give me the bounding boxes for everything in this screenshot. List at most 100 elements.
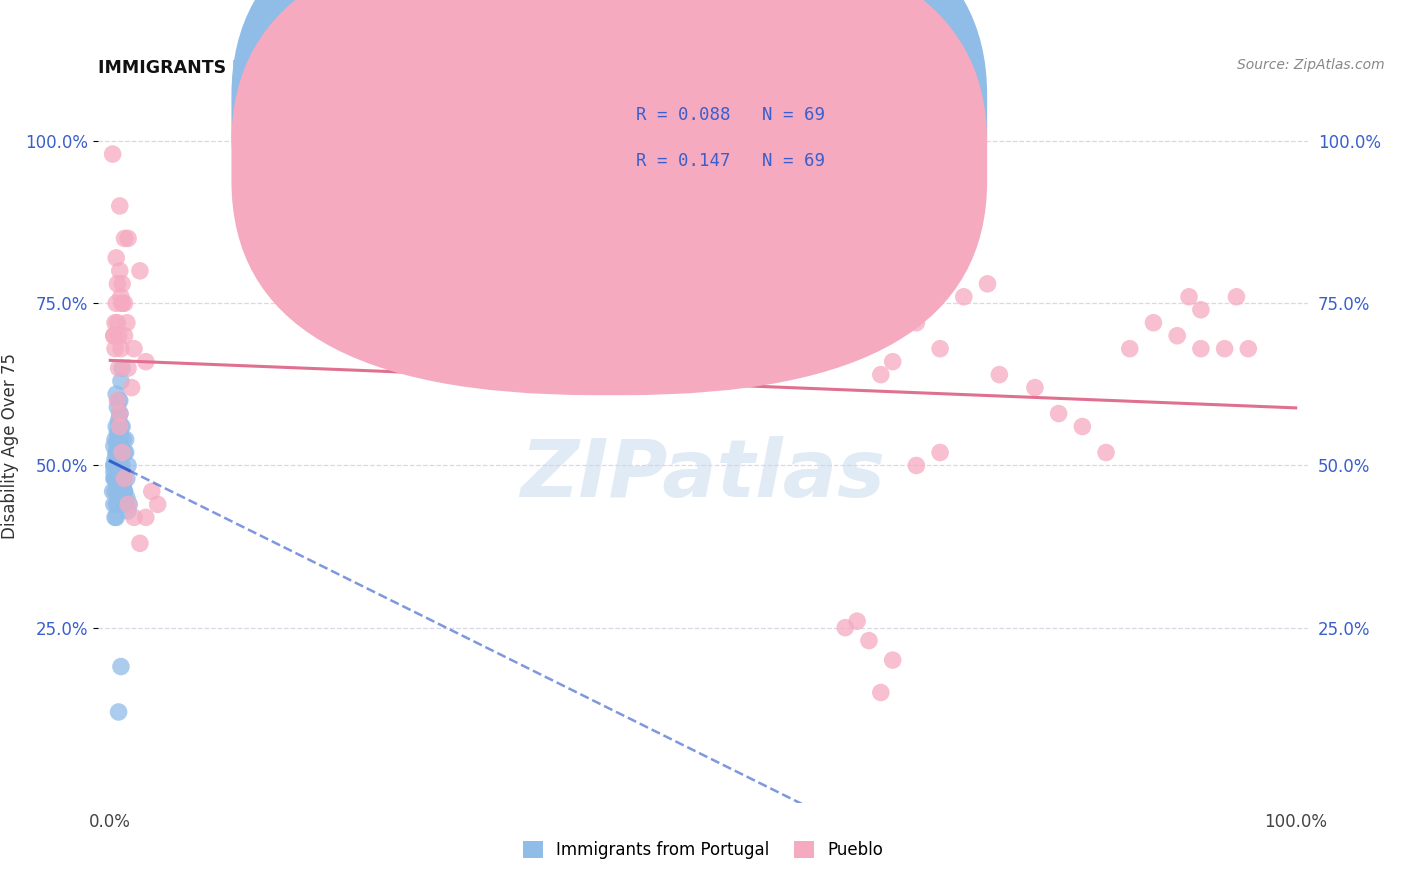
Point <box>929 342 952 356</box>
Point <box>105 445 128 459</box>
Point <box>834 342 856 356</box>
Point <box>117 497 139 511</box>
Point <box>105 433 128 447</box>
Point <box>111 296 134 310</box>
Point <box>1178 290 1201 304</box>
Point <box>882 653 904 667</box>
Point <box>1071 419 1094 434</box>
Point <box>1189 342 1212 356</box>
Point <box>107 413 129 427</box>
Point <box>114 433 136 447</box>
Point <box>112 484 135 499</box>
Point <box>117 361 139 376</box>
Point <box>114 445 136 459</box>
Point <box>111 445 134 459</box>
Point <box>1237 342 1260 356</box>
Point <box>105 296 128 310</box>
Point <box>110 374 132 388</box>
Point <box>112 433 135 447</box>
Point <box>107 471 129 485</box>
Point <box>111 277 134 291</box>
Point <box>869 685 891 699</box>
Point <box>905 316 928 330</box>
Point <box>976 277 998 291</box>
Point <box>104 484 127 499</box>
Point <box>105 425 128 440</box>
Point <box>112 471 135 485</box>
Point <box>111 296 134 310</box>
Y-axis label: Disability Age Over 75: Disability Age Over 75 <box>1 353 20 539</box>
Point <box>905 458 928 473</box>
Point <box>114 231 136 245</box>
Point <box>129 536 152 550</box>
Point <box>101 484 124 499</box>
Point <box>104 510 127 524</box>
Point <box>929 445 952 459</box>
Point <box>103 439 125 453</box>
Point <box>114 471 136 485</box>
Point <box>108 407 131 421</box>
Point <box>114 445 136 459</box>
Point <box>103 471 125 485</box>
Point <box>110 445 132 459</box>
Point <box>105 452 128 467</box>
Point <box>1213 342 1236 356</box>
Point <box>103 497 125 511</box>
Point <box>1142 316 1164 330</box>
Text: IMMIGRANTS FROM PORTUGAL VS PUEBLO DISABILITY AGE OVER 75 CORRELATION CHART: IMMIGRANTS FROM PORTUGAL VS PUEBLO DISAB… <box>98 59 981 77</box>
Point <box>105 419 128 434</box>
Point <box>135 354 157 368</box>
Text: R = 0.147   N = 69: R = 0.147 N = 69 <box>637 153 825 170</box>
Point <box>108 419 131 434</box>
FancyBboxPatch shape <box>232 0 987 348</box>
Point <box>105 510 128 524</box>
Point <box>129 264 152 278</box>
Point <box>882 354 904 368</box>
Point <box>121 381 143 395</box>
Point <box>105 497 128 511</box>
Point <box>103 328 125 343</box>
Point <box>107 484 129 499</box>
Point <box>107 445 129 459</box>
Point <box>115 491 138 505</box>
Point <box>105 439 128 453</box>
Point <box>104 452 127 467</box>
Point <box>114 484 136 499</box>
Point <box>108 264 131 278</box>
Point <box>110 458 132 473</box>
Point <box>104 433 127 447</box>
Point <box>107 705 129 719</box>
Point <box>952 290 974 304</box>
Point <box>114 497 136 511</box>
Point <box>103 328 125 343</box>
FancyBboxPatch shape <box>232 0 987 395</box>
Point <box>107 328 129 343</box>
Text: R = 0.088   N = 69: R = 0.088 N = 69 <box>637 105 825 123</box>
Point <box>108 425 131 440</box>
Point <box>858 633 880 648</box>
Point <box>104 316 127 330</box>
Point <box>114 328 136 343</box>
Legend: Immigrants from Portugal, Pueblo: Immigrants from Portugal, Pueblo <box>523 840 883 859</box>
Point <box>105 445 128 459</box>
Point <box>117 458 139 473</box>
Point <box>105 497 128 511</box>
Point <box>1225 290 1247 304</box>
Point <box>846 614 869 628</box>
Point <box>1119 342 1142 356</box>
Point <box>111 471 134 485</box>
Point <box>1189 302 1212 317</box>
Point <box>107 361 129 376</box>
Point <box>146 497 169 511</box>
Point <box>1166 328 1188 343</box>
Point <box>107 393 129 408</box>
Point <box>107 419 129 434</box>
Point <box>110 290 132 304</box>
Point <box>110 659 132 673</box>
Point <box>135 510 157 524</box>
Point <box>105 316 128 330</box>
Point <box>108 433 131 447</box>
Point <box>1095 445 1118 459</box>
Point <box>105 458 128 473</box>
Point <box>105 393 128 408</box>
